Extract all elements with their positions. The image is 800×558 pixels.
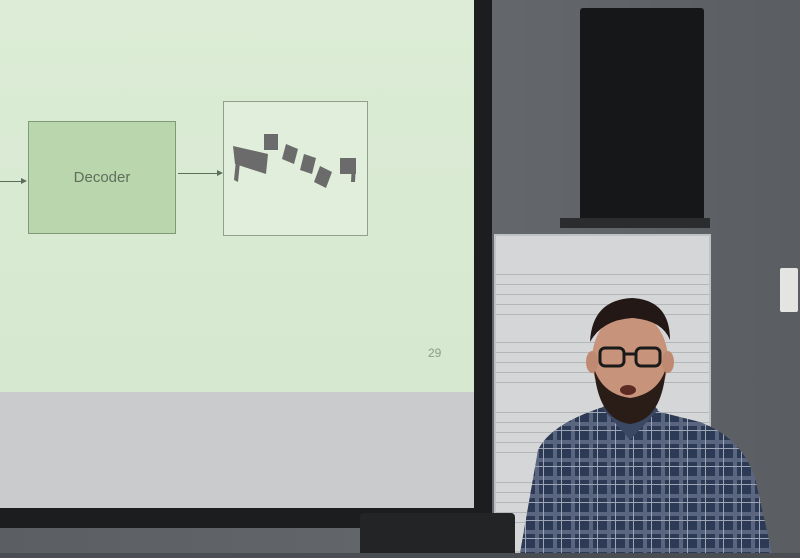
output-sketch-box [223,101,368,236]
laptop-lid [360,513,515,553]
staff-line [496,274,709,275]
decoder-label: Decoder [73,169,131,186]
decoder-block: Decoder [28,121,176,234]
presenter [510,290,780,553]
slide-page-number: 29 [428,346,442,360]
projection-screen-frame: Decoder 29 [0,0,492,528]
glasses-icon [598,346,662,368]
presenter-ear-right [662,351,674,373]
input-arrow [0,181,22,182]
presenter-shirt [520,398,772,553]
sketch-stroke-3 [264,134,278,150]
stroke-sketch-illustration [233,134,356,188]
wall-switch-plate [780,268,798,312]
staff-line [496,304,709,305]
presenter-figure [520,298,772,553]
sketch-stroke-8 [351,162,356,182]
wall-speaker [580,8,704,223]
staff-line [496,294,709,295]
presenter-beard [594,368,666,424]
presenter-face [592,312,668,408]
sketch-stroke-2 [234,160,240,182]
output-arrow [178,173,218,174]
presenter-hair [590,298,670,342]
presenter-ear-left [586,351,598,373]
staff-line [496,284,709,285]
output-arrow-head [217,170,223,176]
sketch-stroke-5 [300,154,316,174]
presenter-mouth [620,385,636,395]
presentation-slide: Decoder 29 [0,0,474,392]
speaker-mount [560,218,710,228]
projection-screen: Decoder 29 [0,0,474,508]
sketch-stroke-1 [233,146,268,174]
input-arrow-head [21,178,27,184]
sketch-stroke-6 [314,166,332,188]
sketch-stroke-4 [282,144,298,164]
